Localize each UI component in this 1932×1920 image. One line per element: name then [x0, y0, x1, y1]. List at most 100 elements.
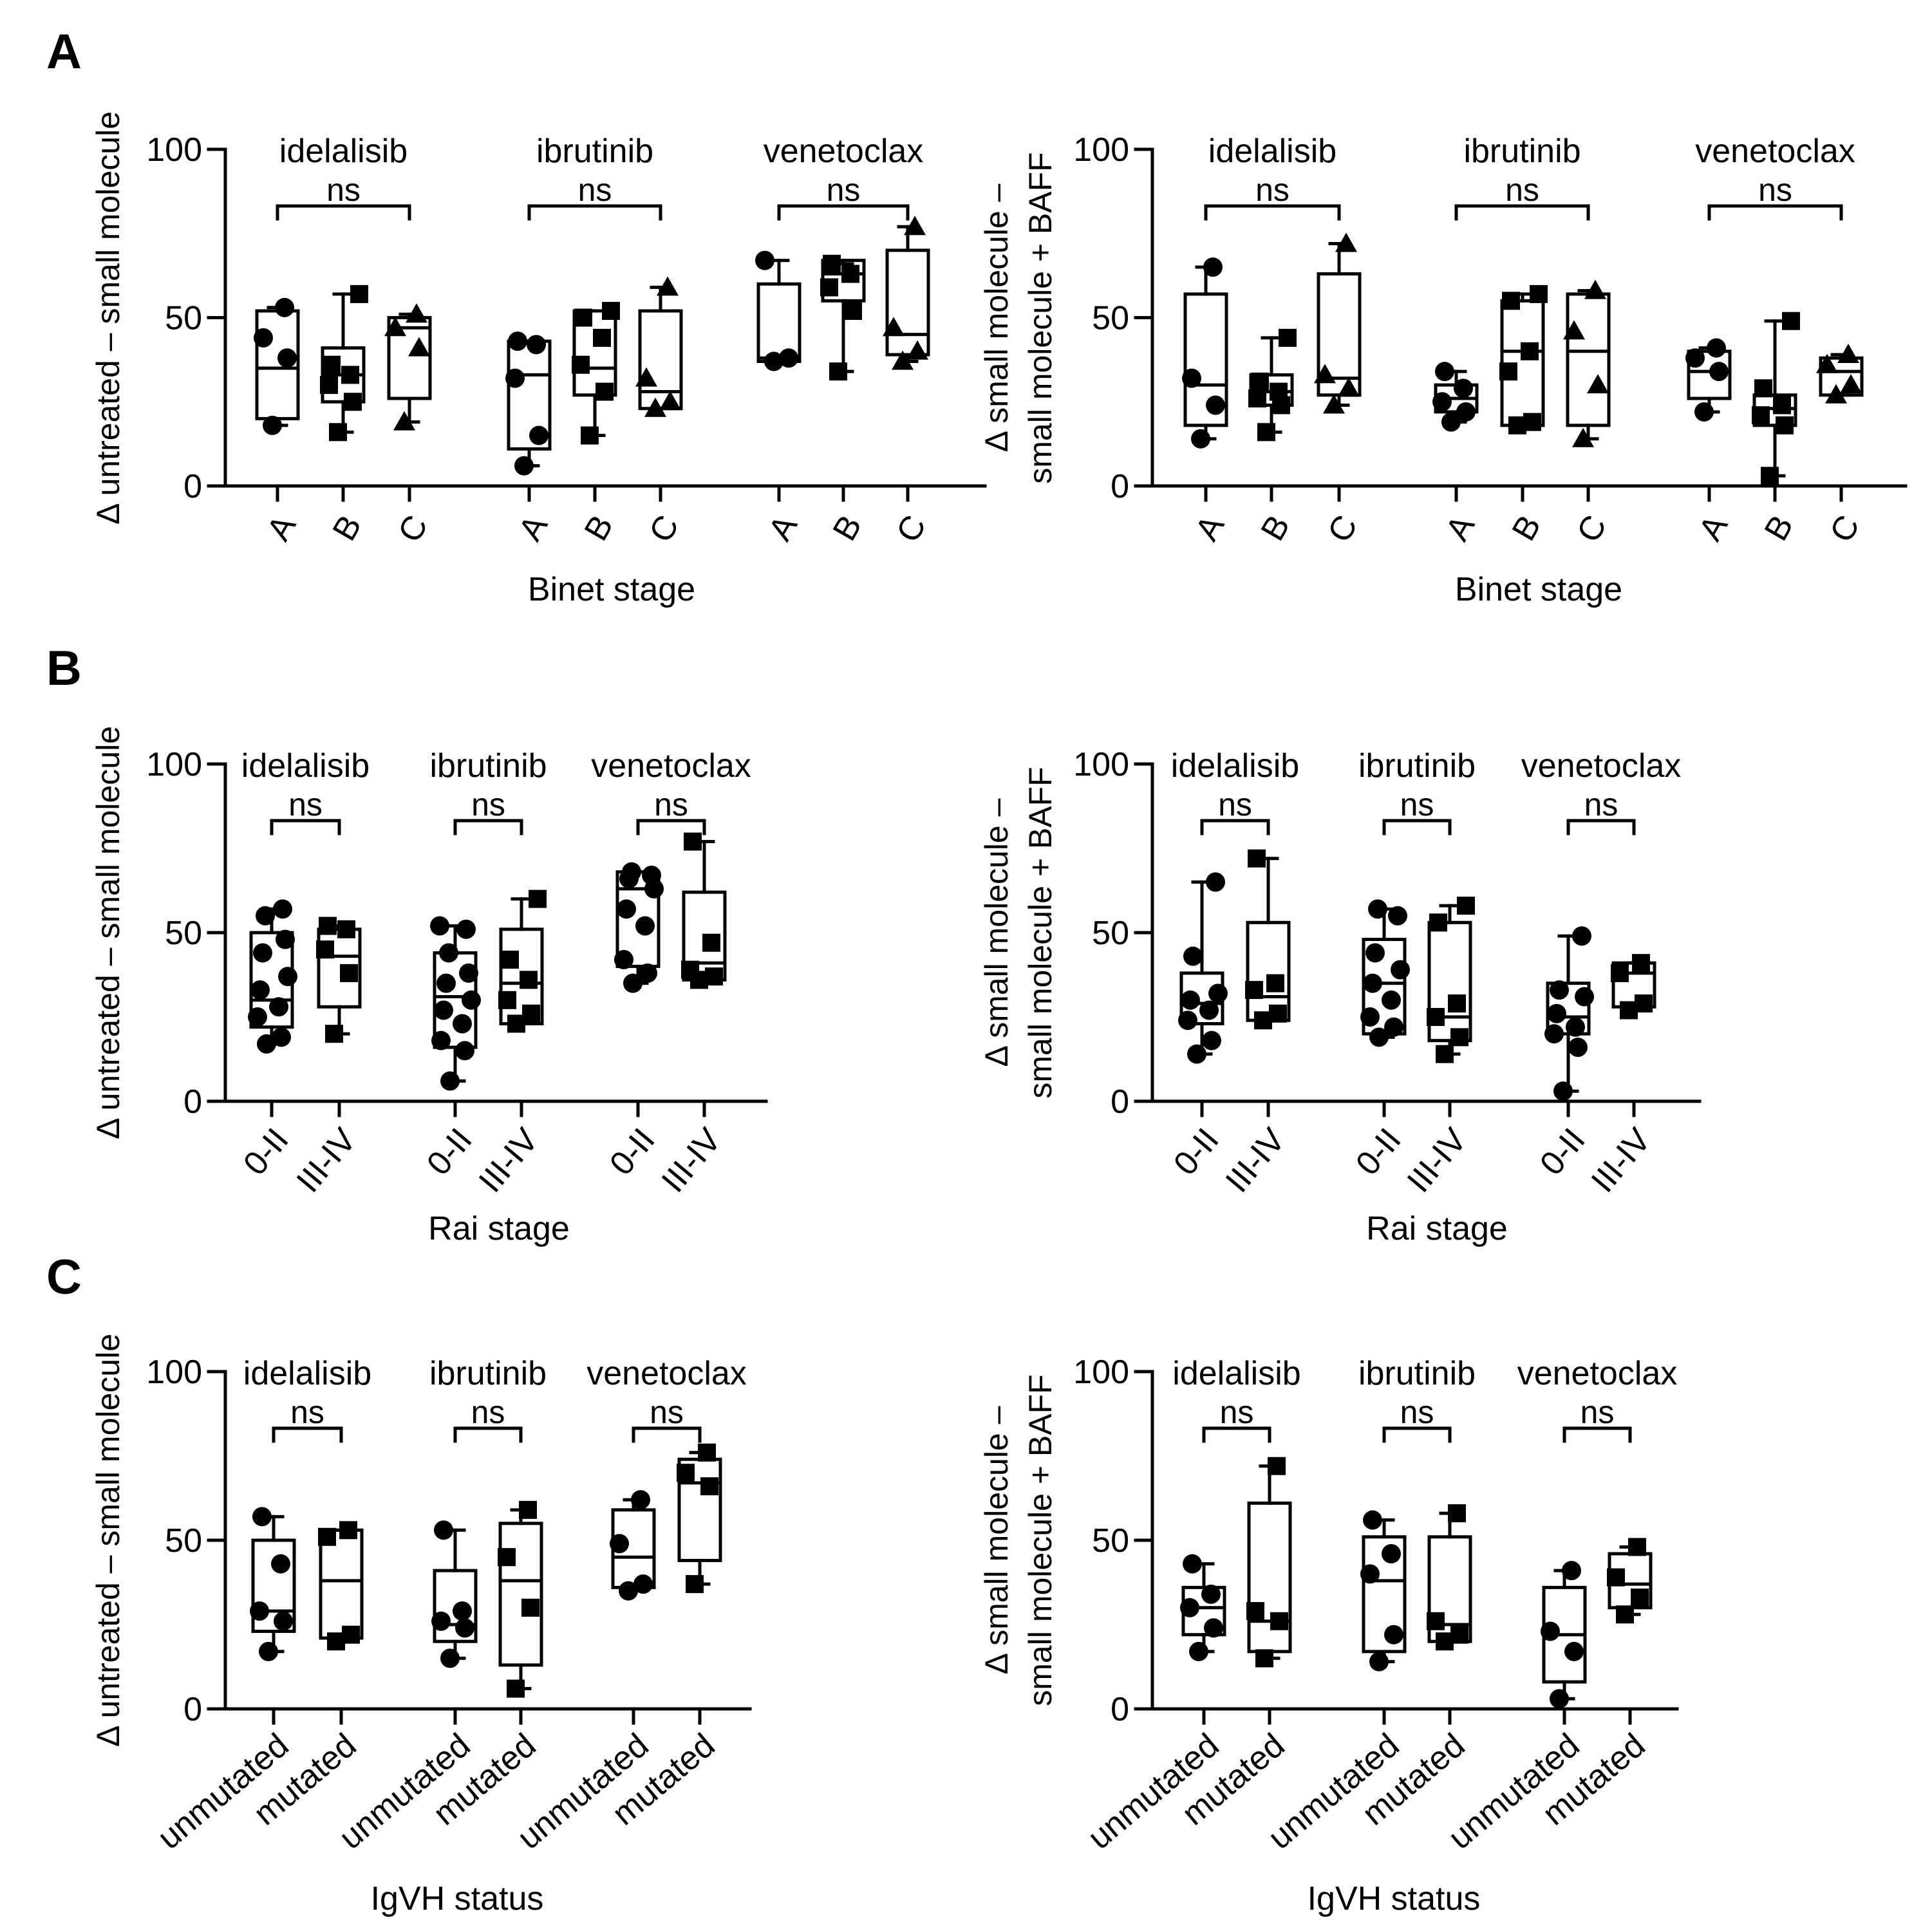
data-point — [633, 1574, 653, 1594]
group-iii-iv: III-IV — [290, 917, 364, 1200]
data-point — [1388, 906, 1407, 926]
group-iii-iv: III-IV — [1584, 954, 1658, 1200]
data-point — [1607, 1568, 1625, 1587]
x-axis-title: IgVH status — [371, 1880, 544, 1917]
data-point — [436, 973, 456, 993]
group-0-ii: 0-II — [420, 916, 481, 1182]
data-point — [1251, 372, 1269, 391]
data-point — [698, 1443, 716, 1462]
group-a: A — [1182, 257, 1232, 547]
data-point — [1564, 1641, 1584, 1661]
group-iii-iv: III-IV — [655, 832, 729, 1200]
data-point — [1521, 342, 1539, 360]
data-point — [635, 367, 657, 387]
box — [251, 1538, 296, 1633]
group-c: C — [883, 216, 933, 548]
data-point — [610, 1534, 629, 1554]
data-point — [1499, 362, 1517, 381]
data-point — [269, 997, 288, 1017]
data-point — [529, 425, 549, 445]
data-point — [319, 917, 337, 935]
data-point — [1199, 1000, 1219, 1020]
data-point — [341, 366, 359, 384]
data-point — [1206, 872, 1225, 892]
data-point — [1191, 429, 1210, 449]
data-point — [498, 1548, 516, 1567]
group-mutated: mutated — [247, 1521, 364, 1832]
data-point — [1773, 396, 1791, 415]
data-point — [1369, 1027, 1389, 1047]
data-point — [529, 890, 547, 908]
data-point — [1825, 384, 1847, 404]
data-point — [1530, 284, 1548, 303]
x-category-label: B — [1758, 509, 1801, 547]
y-axis-label: Δ untreated – small molecule — [90, 726, 126, 1139]
x-category-label: B — [1505, 509, 1549, 547]
data-point — [1245, 981, 1263, 1000]
data-point — [702, 933, 720, 952]
data-point — [498, 991, 516, 1009]
data-point — [1456, 402, 1476, 422]
data-point — [276, 929, 295, 949]
data-point — [623, 973, 642, 993]
x-category-label: A — [1188, 509, 1232, 547]
data-point — [1323, 394, 1345, 414]
data-point — [614, 949, 633, 969]
data-point — [431, 1611, 451, 1631]
data-point — [596, 382, 614, 401]
y-axis-label-line: Δ small molecule – — [979, 798, 1015, 1067]
data-point — [1360, 1007, 1380, 1027]
data-point — [1450, 1028, 1468, 1047]
data-point — [254, 328, 273, 348]
data-point — [1454, 378, 1473, 398]
data-point — [1563, 320, 1585, 340]
data-point — [1840, 374, 1862, 394]
box — [319, 1528, 364, 1640]
data-point — [257, 1034, 276, 1054]
plots: 0 50 100 Δ untreated – small molecule Binet … — [90, 111, 1908, 1917]
group-c: C — [1816, 344, 1867, 548]
x-category-label: B — [826, 509, 870, 547]
data-point — [253, 943, 272, 963]
data-point — [659, 391, 681, 411]
data-point — [1457, 897, 1475, 915]
x-category-label: A — [1692, 509, 1736, 547]
data-point — [1270, 1612, 1288, 1630]
data-point — [430, 916, 449, 936]
y-tick-label: 0 — [1111, 468, 1129, 505]
significance-label: ns — [578, 172, 612, 208]
data-point — [779, 348, 798, 368]
data-point — [1562, 1561, 1581, 1581]
x-category-label: 0-II — [236, 1121, 296, 1182]
group-iii-iv: III-IV — [472, 890, 547, 1200]
y-tick-label: 100 — [146, 131, 202, 169]
drug-label: venetoclax — [1517, 1355, 1678, 1392]
drug-label: idelalisib — [1208, 133, 1336, 170]
data-point — [638, 963, 657, 983]
data-point — [1384, 1625, 1403, 1645]
data-point — [1761, 467, 1779, 485]
data-point — [271, 1554, 290, 1574]
data-point — [1435, 362, 1454, 382]
data-point — [1611, 964, 1629, 982]
data-point — [602, 302, 620, 321]
x-axis-title: Rai stage — [428, 1210, 570, 1247]
x-category-label: C — [1570, 509, 1614, 549]
y-tick-label: 100 — [1073, 746, 1129, 783]
x-category-label: C — [391, 509, 435, 549]
data-point — [339, 1521, 357, 1540]
group-iii-iv: III-IV — [1400, 897, 1475, 1200]
chart-a-left: 0 50 100 Δ untreated – small molecule Binet … — [90, 111, 987, 608]
group-iii-iv: III-IV — [1219, 849, 1293, 1200]
data-point — [1628, 1538, 1646, 1556]
data-point — [275, 297, 294, 317]
group-a: A — [1685, 338, 1736, 547]
data-point — [642, 865, 661, 885]
data-point — [1441, 412, 1461, 432]
data-point — [1816, 353, 1838, 373]
